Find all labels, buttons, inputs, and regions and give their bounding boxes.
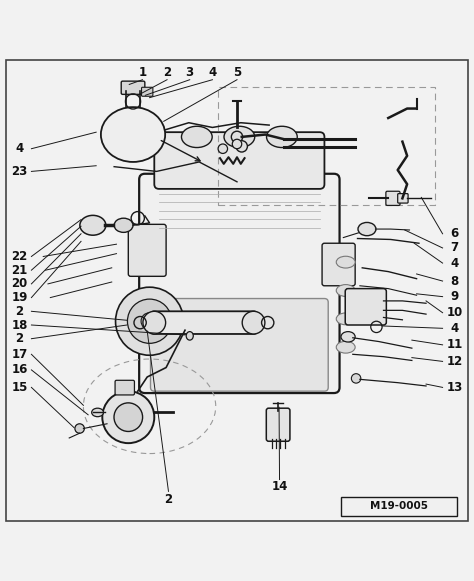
Ellipse shape xyxy=(336,256,355,268)
Circle shape xyxy=(143,311,165,334)
Text: 2: 2 xyxy=(164,493,173,506)
Text: 17: 17 xyxy=(11,348,27,361)
Text: 4: 4 xyxy=(208,66,217,78)
Text: 4: 4 xyxy=(16,142,24,155)
Text: 15: 15 xyxy=(11,381,28,394)
Ellipse shape xyxy=(358,223,376,236)
Ellipse shape xyxy=(182,126,212,148)
Text: 16: 16 xyxy=(11,363,28,376)
Text: 2: 2 xyxy=(163,66,171,78)
Text: 13: 13 xyxy=(447,381,463,394)
FancyBboxPatch shape xyxy=(121,81,145,94)
Text: 2: 2 xyxy=(16,305,24,318)
Ellipse shape xyxy=(91,408,103,417)
Text: 21: 21 xyxy=(11,264,27,277)
Text: 20: 20 xyxy=(11,277,27,290)
Ellipse shape xyxy=(224,126,255,148)
Text: 11: 11 xyxy=(447,338,463,352)
Text: 1: 1 xyxy=(138,66,146,78)
Text: 3: 3 xyxy=(186,66,194,78)
Circle shape xyxy=(232,139,242,149)
Circle shape xyxy=(351,374,361,383)
Ellipse shape xyxy=(101,107,165,162)
Text: 10: 10 xyxy=(447,306,463,319)
FancyBboxPatch shape xyxy=(142,87,153,96)
Ellipse shape xyxy=(336,341,355,353)
Ellipse shape xyxy=(341,332,355,342)
FancyBboxPatch shape xyxy=(322,243,355,286)
Text: 14: 14 xyxy=(271,480,288,493)
FancyBboxPatch shape xyxy=(345,289,386,325)
Ellipse shape xyxy=(336,285,355,296)
FancyBboxPatch shape xyxy=(386,191,400,206)
Circle shape xyxy=(141,313,158,330)
Circle shape xyxy=(128,299,172,343)
FancyBboxPatch shape xyxy=(128,224,166,277)
Text: 2: 2 xyxy=(16,332,24,345)
Text: 7: 7 xyxy=(450,242,458,254)
Bar xyxy=(341,497,457,517)
Circle shape xyxy=(116,287,183,355)
Text: 23: 23 xyxy=(11,165,27,178)
Circle shape xyxy=(231,131,243,142)
Ellipse shape xyxy=(114,218,133,232)
Text: 4: 4 xyxy=(450,257,458,270)
Text: 22: 22 xyxy=(11,250,27,263)
Text: M19-0005: M19-0005 xyxy=(370,501,428,511)
FancyBboxPatch shape xyxy=(398,193,408,203)
Circle shape xyxy=(242,311,265,334)
Ellipse shape xyxy=(336,313,355,325)
Circle shape xyxy=(218,144,228,153)
FancyBboxPatch shape xyxy=(115,381,135,395)
Text: 4: 4 xyxy=(450,322,458,335)
Circle shape xyxy=(102,391,155,443)
FancyBboxPatch shape xyxy=(266,408,290,441)
Ellipse shape xyxy=(266,126,297,148)
Circle shape xyxy=(114,403,143,432)
Text: 5: 5 xyxy=(233,66,241,78)
Text: 12: 12 xyxy=(447,355,463,368)
Ellipse shape xyxy=(186,332,193,340)
Ellipse shape xyxy=(80,216,106,235)
Circle shape xyxy=(236,141,247,152)
Bar xyxy=(218,87,436,206)
FancyBboxPatch shape xyxy=(151,299,328,391)
Text: 9: 9 xyxy=(450,290,458,303)
FancyBboxPatch shape xyxy=(151,311,257,334)
Text: 8: 8 xyxy=(450,275,458,288)
Text: 6: 6 xyxy=(450,227,458,241)
Text: 18: 18 xyxy=(11,318,28,332)
FancyBboxPatch shape xyxy=(155,132,324,189)
Circle shape xyxy=(75,424,84,433)
FancyBboxPatch shape xyxy=(139,174,339,393)
Text: 19: 19 xyxy=(11,291,28,304)
